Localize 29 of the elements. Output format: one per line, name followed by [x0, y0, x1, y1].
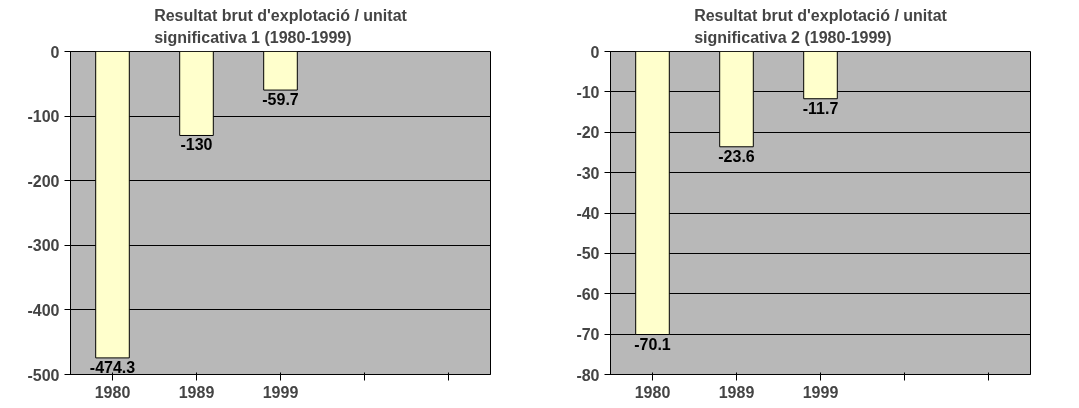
x-tick-label: 1989 [718, 383, 755, 401]
y-tick-label: 0 [590, 43, 600, 61]
data-label: -11.7 [802, 99, 839, 117]
y-tick-label: -500 [27, 366, 60, 384]
y-tick-label: -30 [576, 164, 600, 182]
y-tick-label: -10 [576, 83, 600, 101]
data-label: -70.1 [634, 335, 671, 353]
y-tick-label: -80 [576, 366, 600, 384]
x-tick-label: 1980 [634, 383, 671, 401]
y-tick-label: 0 [50, 43, 60, 61]
y-tick-label: -300 [27, 237, 60, 255]
chart-title: Resultat brut d'explotació / unitat significativa 1 (1980-1999) [154, 7, 408, 47]
x-tick-label: 1989 [178, 383, 215, 401]
y-tick-label: -60 [576, 285, 600, 303]
y-tick-label: -50 [576, 245, 600, 263]
y-tick-label: -100 [27, 108, 60, 126]
y-tick-label: -20 [576, 124, 600, 142]
y-tick-label: -200 [27, 172, 60, 190]
data-label: -23.6 [718, 147, 755, 165]
y-tick-label: -70 [576, 326, 600, 344]
data-label: -130 [180, 136, 213, 154]
y-tick-label: -400 [27, 301, 60, 319]
x-tick-label: 1999 [802, 383, 839, 401]
x-tick-label: 1999 [262, 383, 299, 401]
data-label: -474.3 [89, 358, 136, 376]
x-tick-label: 1980 [94, 383, 131, 401]
chart-title: Resultat brut d'explotació / unitat significativa 2 (1980-1999) [694, 7, 948, 47]
data-label: -59.7 [262, 91, 299, 109]
y-tick-label: -40 [576, 205, 600, 222]
